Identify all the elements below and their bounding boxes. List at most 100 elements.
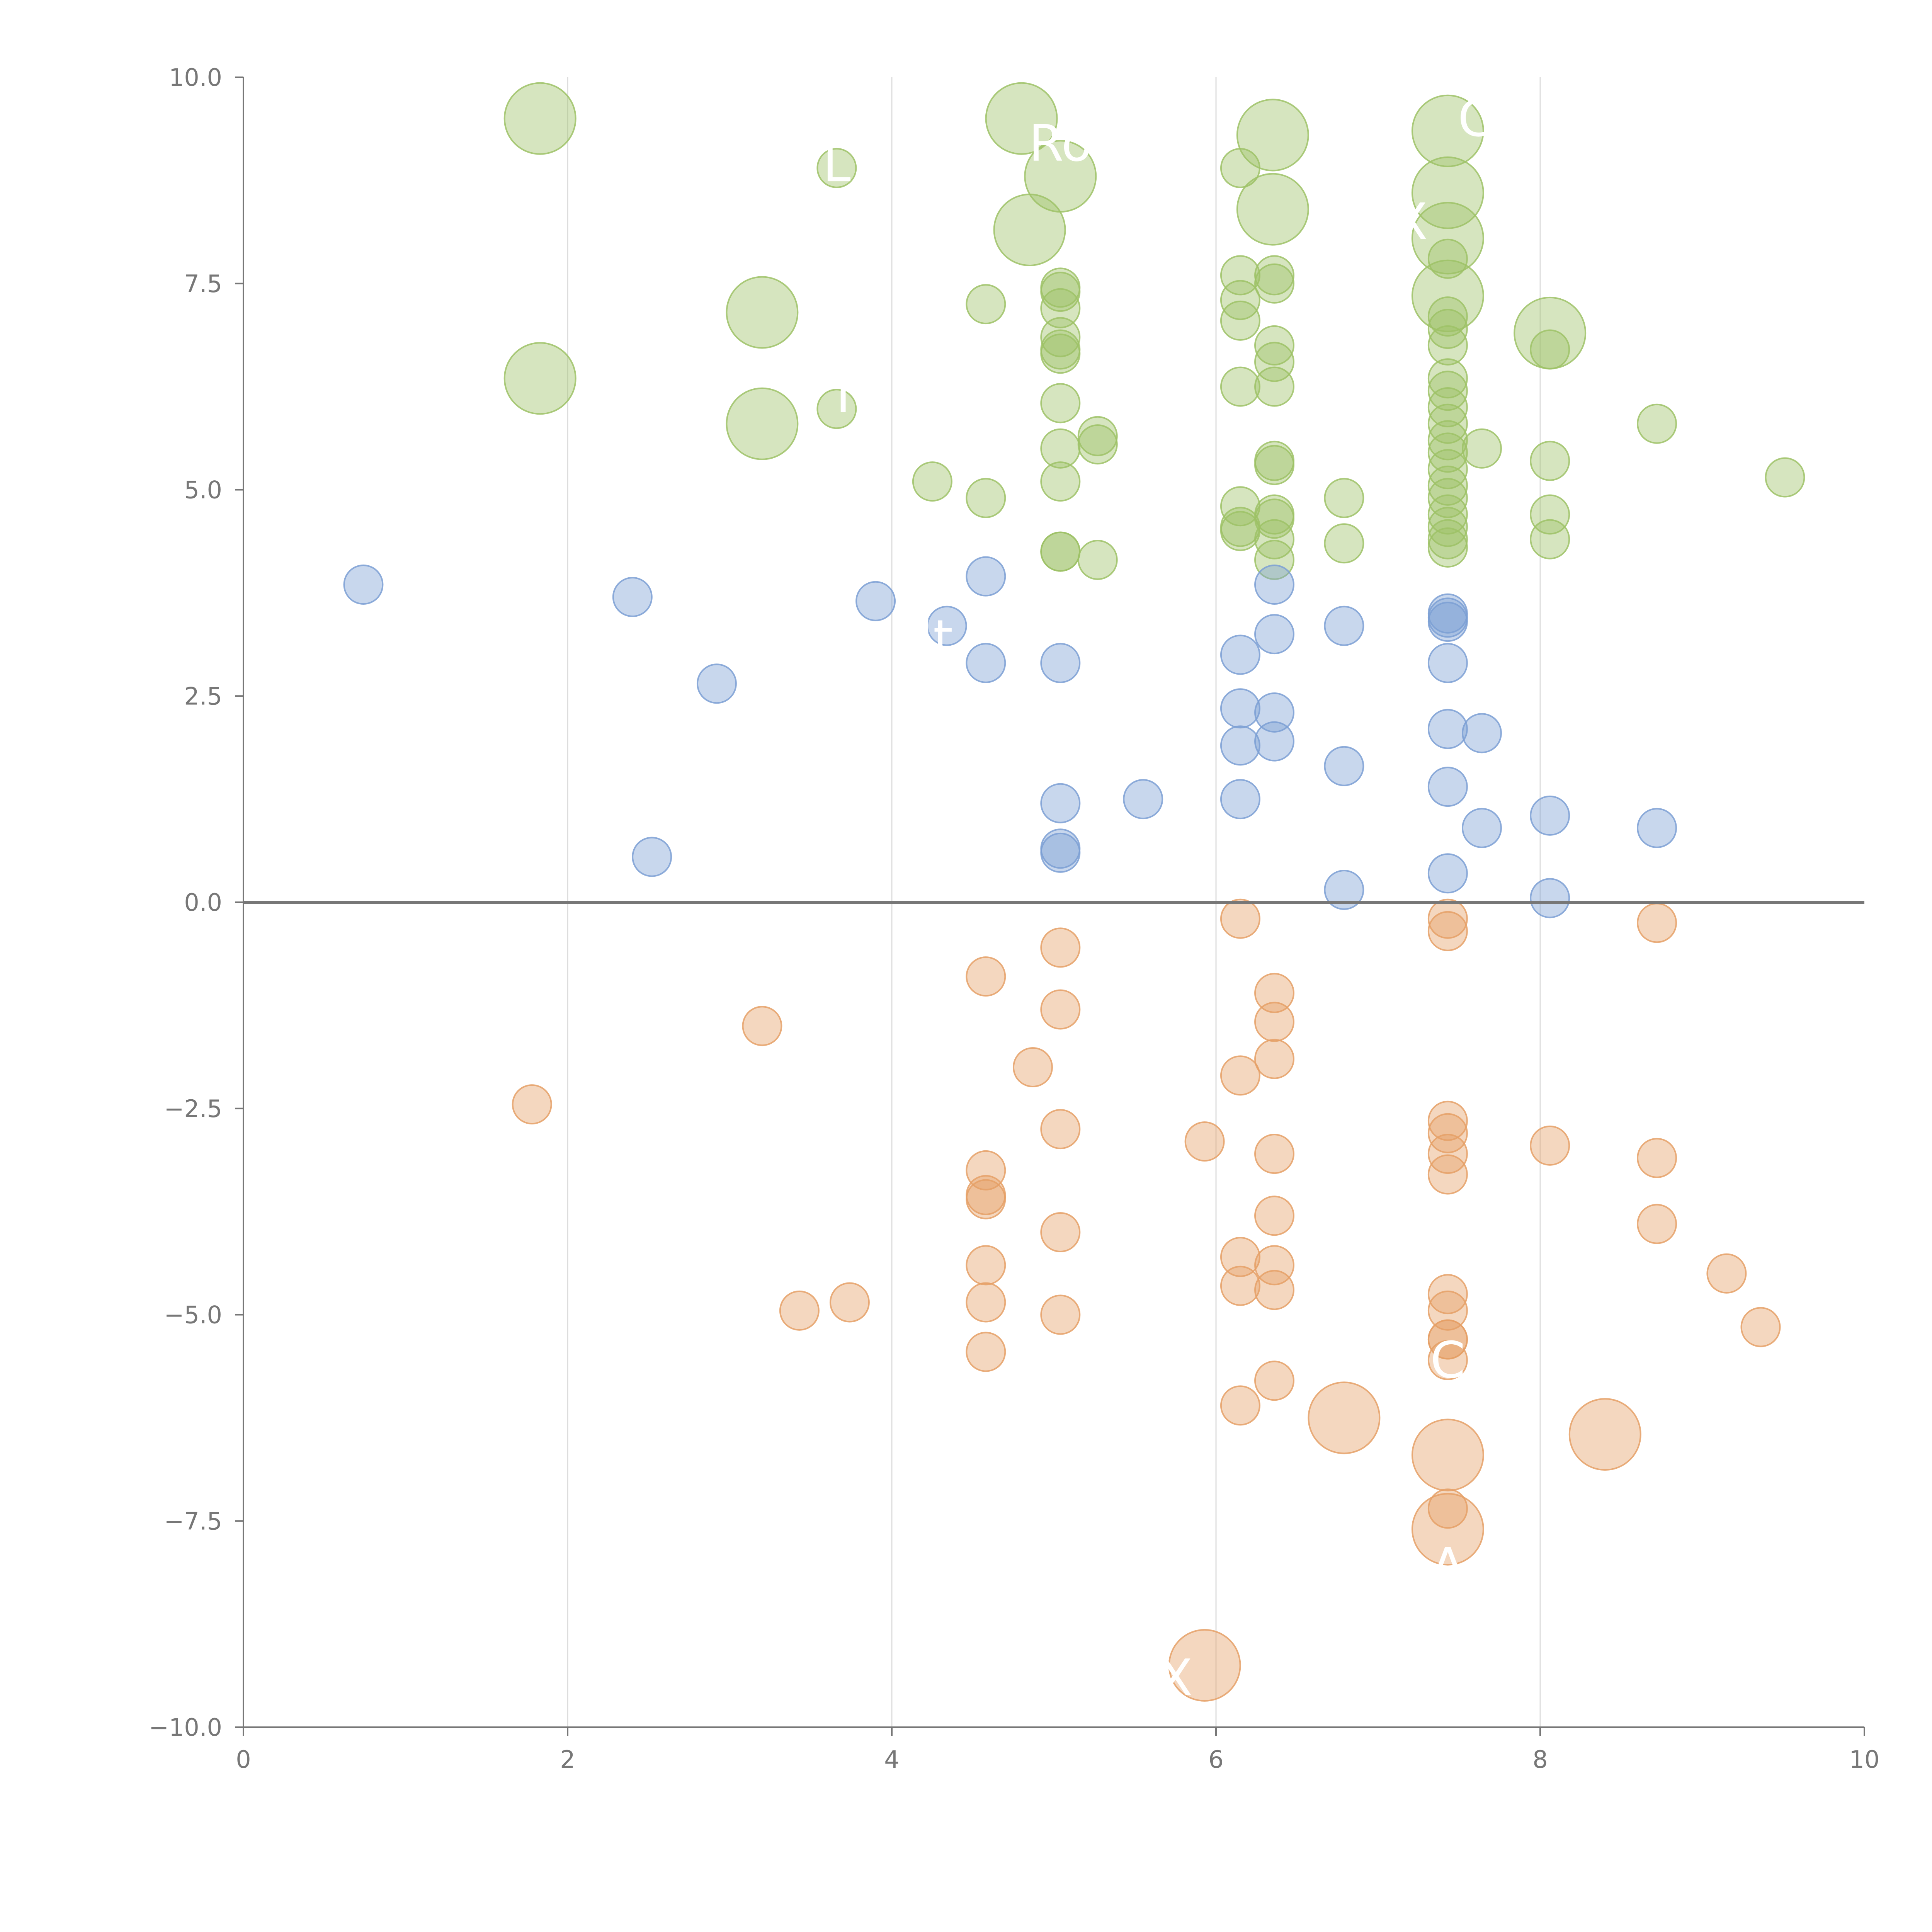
- green-bubble: [1040, 333, 1081, 374]
- orange-bubble: [1254, 1361, 1295, 1401]
- axis-ticks: 0 2 4 6 8 10 −10.0 −7.5 −5.0 −2.5 0.0 2.5 5.0 7.5 10.0: [149, 63, 1879, 1774]
- bubble-label: X: [1158, 1648, 1193, 1707]
- orange-bubble: [1220, 1055, 1260, 1096]
- green-bubble: [1530, 329, 1570, 370]
- blue-bubble: [1461, 808, 1502, 848]
- blue-bubble: [1254, 721, 1295, 762]
- orange-bubble: [1040, 1109, 1081, 1150]
- blue-bubble: [1427, 602, 1468, 642]
- green-bubble: [1220, 280, 1260, 320]
- green-bubble: [1236, 99, 1309, 172]
- green-bubble: [1637, 403, 1677, 444]
- orange-bubble: [1040, 1212, 1081, 1252]
- green-bubble: [1427, 238, 1468, 279]
- green-bubble: [816, 148, 857, 188]
- blue-bubble: [1530, 878, 1570, 918]
- blue-bubble: [1254, 614, 1295, 655]
- green-bubble: [1077, 424, 1118, 465]
- orange-bubble: [1254, 1270, 1295, 1310]
- blue-bubble: [1637, 808, 1677, 848]
- bubble-label: X: [1393, 192, 1428, 251]
- orange-bubble: [1637, 1204, 1677, 1244]
- orange-bubble: [1220, 898, 1260, 939]
- green-bubble: [1220, 300, 1260, 341]
- blue-bubble: [1220, 725, 1260, 766]
- green-bubble: [1324, 523, 1364, 564]
- green-bubble: [726, 276, 799, 349]
- green-bubble: [1040, 288, 1081, 328]
- orange-bubble: [1568, 1398, 1641, 1471]
- green-bubble: [1530, 440, 1570, 481]
- green-bubble: [1220, 148, 1260, 188]
- green-bubble: [1040, 272, 1081, 312]
- x-tick-label: 10: [1849, 1745, 1880, 1774]
- blue-bubble: [1220, 779, 1260, 820]
- orange-bubble: [1740, 1307, 1781, 1347]
- orange-bubble: [512, 1084, 552, 1125]
- orange-bubble: [1040, 989, 1081, 1030]
- blue-bubble: [1530, 795, 1570, 836]
- blue-bubble: [1220, 688, 1260, 729]
- green-bubble: [1765, 457, 1805, 498]
- orange-bubble: [1040, 1294, 1081, 1335]
- green-bubble: [1040, 461, 1081, 502]
- bubble-label: L: [823, 134, 850, 193]
- blue-bubble: [1461, 713, 1502, 753]
- bubble-label: I: [836, 366, 850, 424]
- green-bubble: [1254, 325, 1295, 366]
- green-bubble: [1427, 494, 1468, 535]
- blue-bubble: [1427, 643, 1468, 683]
- green-bubble: [1236, 173, 1309, 246]
- green-bubble: [1324, 478, 1364, 518]
- green-bubble: [1411, 202, 1484, 275]
- bubble-label: Nt: [896, 609, 953, 668]
- blue-bubble: [632, 837, 672, 877]
- green-bubble: [1427, 371, 1468, 411]
- green-bubble: [1254, 539, 1295, 580]
- orange-bubble: [742, 1006, 782, 1046]
- blue-bubble: [1427, 767, 1468, 807]
- y-tick-label: −10.0: [149, 1713, 222, 1742]
- green-bubble: [1427, 309, 1468, 349]
- blue-bubble: [1427, 709, 1468, 749]
- orange-bubble: [779, 1290, 820, 1331]
- green-bubble: [1427, 358, 1468, 399]
- green-bubble: [1530, 519, 1570, 560]
- orange-bubble: [1427, 898, 1468, 939]
- green-bubble: [503, 342, 577, 415]
- orange-bubble: [1427, 1488, 1468, 1529]
- blue-bubble: [696, 663, 737, 704]
- blue-bubble: [343, 565, 384, 605]
- green-bubble: [1427, 507, 1468, 547]
- blue-bubble: [1324, 605, 1364, 646]
- green-bubble: [1427, 478, 1468, 518]
- orange-bubble: [1427, 1113, 1468, 1153]
- blue-bubble: [1220, 634, 1260, 675]
- orange-bubble: [1427, 1154, 1468, 1195]
- orange-bubble: [1040, 927, 1081, 968]
- x-tick-label: 0: [236, 1745, 251, 1774]
- orange-bubble: [966, 1282, 1006, 1323]
- green-bubble: [726, 387, 799, 460]
- orange-bubble: [1220, 1385, 1260, 1426]
- y-tick-label: −5.0: [164, 1301, 222, 1329]
- orange-bubble: [1168, 1629, 1241, 1702]
- green-bubble: [1461, 428, 1502, 469]
- bubble-label: A: [1430, 1537, 1465, 1596]
- orange-bubble: [1706, 1253, 1747, 1294]
- blue-bubble: [1040, 783, 1081, 823]
- green-bubble: [1427, 387, 1468, 427]
- bubbles: [343, 82, 1805, 1702]
- green-bubble: [1254, 366, 1295, 407]
- green-bubble: [1254, 263, 1295, 304]
- green-bubble: [966, 284, 1006, 325]
- green-bubble: [1040, 428, 1081, 469]
- x-tick-label: 2: [560, 1745, 575, 1774]
- x-tick-label: 6: [1208, 1745, 1223, 1774]
- bubble-label: Ro: [1029, 114, 1092, 173]
- orange-bubble: [829, 1282, 870, 1323]
- blue-bubble: [1123, 779, 1163, 820]
- blue-bubble: [1427, 853, 1468, 894]
- y-tick-label: 5.0: [184, 476, 222, 504]
